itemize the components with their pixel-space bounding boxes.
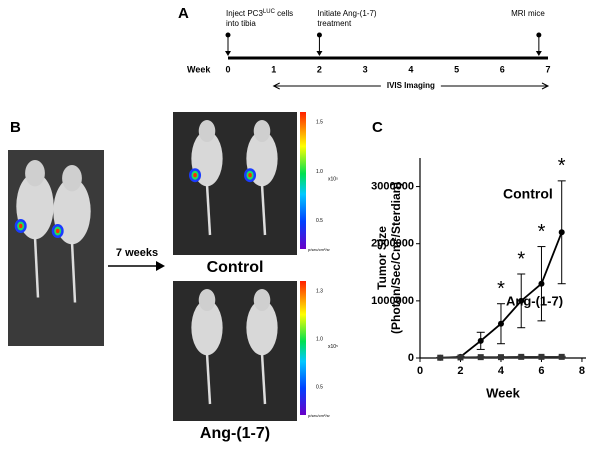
significance: * xyxy=(558,155,566,177)
mouse-image xyxy=(173,281,297,421)
marker xyxy=(497,354,504,361)
scale-tick-label: 1.0 xyxy=(316,336,323,342)
event-arrowhead xyxy=(316,51,323,56)
signal xyxy=(18,223,23,229)
event-label-part: MRI mice xyxy=(511,9,545,18)
week-tick-label: 0 xyxy=(225,64,230,74)
marker xyxy=(558,353,565,360)
marker xyxy=(437,354,444,361)
arrowhead xyxy=(272,82,280,90)
significance: * xyxy=(517,248,525,270)
arrowhead xyxy=(156,261,165,271)
x-tick-label: 8 xyxy=(579,365,585,377)
mouse-tail xyxy=(33,236,40,298)
event-label: Inject PC3LUC cells xyxy=(226,9,293,19)
marker xyxy=(477,354,484,361)
scale-tick-label: 1.3 xyxy=(316,288,323,294)
week-tick-label: 2 xyxy=(317,64,322,74)
event-label: treatment xyxy=(317,19,352,28)
y-tick-label: 2000000 xyxy=(371,238,414,250)
week-tick-label: 7 xyxy=(545,64,550,74)
series-label: Ang-(1-7) xyxy=(506,293,563,308)
week-tick-label: 3 xyxy=(363,64,368,74)
color-bar xyxy=(300,281,306,415)
scale-tick-label: 0.5 xyxy=(316,218,323,224)
color-bar xyxy=(300,112,306,249)
mouse-image xyxy=(173,112,297,255)
series-label: Control xyxy=(503,186,553,202)
event-label-part: cells xyxy=(275,9,293,18)
x-tick-label: 2 xyxy=(457,365,463,377)
signal xyxy=(193,173,197,178)
signal xyxy=(248,173,252,178)
mouse-head xyxy=(62,165,82,192)
week-tick-label: 1 xyxy=(271,64,276,74)
week-tick-label: 6 xyxy=(500,64,505,74)
x-tick-label: 0 xyxy=(417,365,423,377)
scale-tick-label: 1.5 xyxy=(316,119,323,125)
mouse-head xyxy=(198,119,216,143)
week-tick-label: 5 xyxy=(454,64,459,74)
marker xyxy=(518,297,525,304)
y-axis-title: Tumor Size xyxy=(375,226,389,290)
mouse-body xyxy=(246,300,278,356)
panel-label: B xyxy=(10,119,21,136)
scale-tick-label: 0.5 xyxy=(316,385,323,391)
mouse-head xyxy=(253,119,271,143)
scale-caption: p/sec/cm²/sr xyxy=(308,247,330,252)
event-label-part: Inject PC3 xyxy=(226,9,263,18)
marker xyxy=(538,280,545,287)
panel-label: C xyxy=(372,119,383,136)
marker xyxy=(558,229,565,236)
event-label-part: LUC xyxy=(263,9,276,15)
x-axis-title: Week xyxy=(486,385,520,400)
imaging-label: IVIS Imaging xyxy=(387,81,435,90)
label-bg xyxy=(380,80,441,92)
mouse-image xyxy=(8,150,104,346)
scale-unit: x10⁵ xyxy=(328,177,338,183)
y-tick-label: 0 xyxy=(408,352,414,364)
y-tick-label: 3000000 xyxy=(371,180,414,192)
mouse-tail xyxy=(260,353,267,405)
week-tick-label: 4 xyxy=(408,64,413,74)
mouse-body xyxy=(191,300,223,356)
mouse-head xyxy=(253,289,271,312)
marker xyxy=(477,337,484,344)
mouse-head xyxy=(198,289,216,312)
timeline-label: Week xyxy=(187,64,211,74)
arrow-label: 7 weeks xyxy=(116,247,158,259)
event-label: Initiate Ang-(1-7) xyxy=(317,9,376,18)
group-label: Ang-(1-7) xyxy=(200,425,270,442)
arrowhead xyxy=(541,82,550,90)
scale-tick-label: 1.0 xyxy=(316,169,323,175)
mouse-tail xyxy=(260,184,267,236)
scale-caption: p/sec/cm²/sr xyxy=(308,413,330,418)
mouse-tail xyxy=(205,184,212,236)
scale-unit: x10⁵ xyxy=(328,344,338,350)
x-tick-label: 6 xyxy=(538,365,544,377)
marker xyxy=(518,353,525,360)
marker xyxy=(538,353,545,360)
event-label: MRI mice xyxy=(511,9,545,18)
mouse-tail xyxy=(205,353,212,405)
panel-label: A xyxy=(178,5,189,22)
significance: * xyxy=(497,278,505,300)
x-tick-label: 4 xyxy=(498,365,505,377)
event-arrowhead xyxy=(225,51,231,56)
significance: * xyxy=(538,221,546,243)
y-tick-label: 1000000 xyxy=(371,295,414,307)
group-label: Control xyxy=(207,259,264,276)
marker xyxy=(497,320,504,327)
mouse-tail xyxy=(70,241,77,303)
event-label-part: Initiate Ang-(1-7) xyxy=(317,9,376,18)
event-label: into tibia xyxy=(226,19,256,28)
event-arrowhead xyxy=(535,51,542,56)
marker xyxy=(457,354,464,361)
mouse-head xyxy=(25,160,45,187)
signal xyxy=(55,228,60,234)
y-axis-title: (Photon/Sec/Cm²/Sterdian) xyxy=(389,182,403,334)
